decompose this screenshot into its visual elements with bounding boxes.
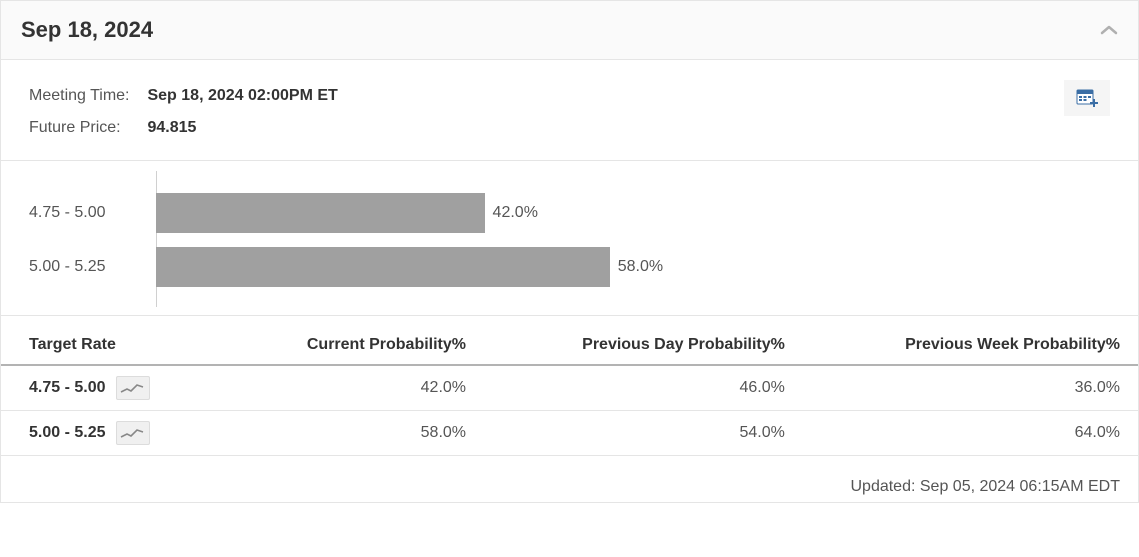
cell-current-prob: 58.0% <box>223 411 484 456</box>
updated-timestamp: Updated: Sep 05, 2024 06:15AM EDT <box>1 462 1138 502</box>
panel-header[interactable]: Sep 18, 2024 <box>1 1 1138 60</box>
bar-track: 58.0% <box>156 247 1110 287</box>
th-target-rate: Target Rate <box>1 316 223 365</box>
cell-prev-week-prob: 64.0% <box>803 411 1138 456</box>
sparkline-icon[interactable] <box>116 376 150 400</box>
table-row: 5.00 - 5.25 58.0%54.0%64.0% <box>1 411 1138 456</box>
cell-target-rate: 5.00 - 5.25 <box>1 411 223 456</box>
bar-value: 42.0% <box>493 204 538 222</box>
future-price-value: 94.815 <box>147 112 337 144</box>
cell-prev-day-prob: 46.0% <box>484 365 803 411</box>
cell-prev-week-prob: 36.0% <box>803 365 1138 411</box>
bar-fill <box>156 247 610 287</box>
meeting-panel: Sep 18, 2024 Meeting Time: Sep 18, 2024 … <box>0 0 1139 503</box>
probability-table: Target Rate Current Probability% Previou… <box>1 316 1138 462</box>
info-row-meeting-time: Meeting Time: Sep 18, 2024 02:00PM ET <box>29 80 338 112</box>
bar-track: 42.0% <box>156 193 1110 233</box>
info-table: Meeting Time: Sep 18, 2024 02:00PM ET Fu… <box>29 80 338 144</box>
meeting-time-label: Meeting Time: <box>29 80 147 112</box>
cell-current-prob: 42.0% <box>223 365 484 411</box>
target-rate-value: 5.00 - 5.25 <box>29 424 106 442</box>
th-prev-week-prob: Previous Week Probability% <box>803 316 1138 365</box>
updated-value: Sep 05, 2024 06:15AM EDT <box>920 478 1120 495</box>
add-to-calendar-button[interactable] <box>1064 80 1110 116</box>
bar-row: 5.00 - 5.25 58.0% <box>29 247 1110 287</box>
future-price-label: Future Price: <box>29 112 147 144</box>
bar-value: 58.0% <box>618 258 663 276</box>
bar-row: 4.75 - 5.00 42.0% <box>29 193 1110 233</box>
probability-bar-chart: 4.75 - 5.00 42.0% 5.00 - 5.25 58.0% <box>1 160 1138 316</box>
panel-title: Sep 18, 2024 <box>21 17 153 43</box>
info-row-future-price: Future Price: 94.815 <box>29 112 338 144</box>
updated-label: Updated: <box>850 478 919 495</box>
bar-fill <box>156 193 485 233</box>
meeting-time-value: Sep 18, 2024 02:00PM ET <box>147 80 337 112</box>
table-header-row: Target Rate Current Probability% Previou… <box>1 316 1138 365</box>
th-current-prob: Current Probability% <box>223 316 484 365</box>
bar-label: 5.00 - 5.25 <box>29 258 156 276</box>
target-rate-value: 4.75 - 5.00 <box>29 379 106 397</box>
cell-prev-day-prob: 54.0% <box>484 411 803 456</box>
th-prev-day-prob: Previous Day Probability% <box>484 316 803 365</box>
panel-body: Meeting Time: Sep 18, 2024 02:00PM ET Fu… <box>1 60 1138 502</box>
table-row: 4.75 - 5.00 42.0%46.0%36.0% <box>1 365 1138 411</box>
bar-label: 4.75 - 5.00 <box>29 204 156 222</box>
sparkline-icon[interactable] <box>116 421 150 445</box>
calendar-add-icon <box>1076 88 1098 108</box>
info-section: Meeting Time: Sep 18, 2024 02:00PM ET Fu… <box>1 60 1138 160</box>
chevron-up-icon[interactable] <box>1100 20 1118 41</box>
cell-target-rate: 4.75 - 5.00 <box>1 365 223 411</box>
